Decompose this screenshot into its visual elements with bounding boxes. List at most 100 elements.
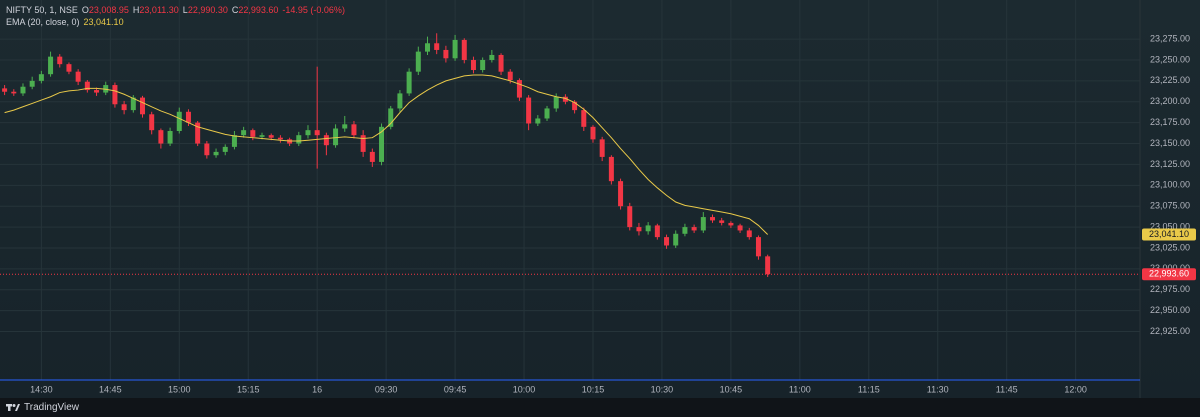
ohlc-value: 22,993.60	[238, 5, 279, 15]
candle-body	[314, 130, 320, 136]
candle-body	[700, 217, 706, 231]
ohlc-value: 23,011.30	[139, 5, 179, 15]
candle-body	[691, 227, 697, 231]
y-tick-label: 23,250.00	[1150, 54, 1190, 64]
y-tick-label: 23,150.00	[1150, 138, 1190, 148]
candle-body	[553, 96, 559, 109]
candle-body	[728, 222, 734, 226]
candle-body	[140, 97, 145, 115]
candle-body	[296, 135, 302, 144]
y-tick-label: 23,175.00	[1150, 117, 1190, 127]
y-tick-label: 22,950.00	[1150, 305, 1190, 315]
candle-body	[682, 227, 688, 234]
candle-body	[185, 111, 191, 123]
candle-body	[66, 64, 72, 72]
candle-body	[241, 130, 247, 136]
candle-body	[636, 227, 642, 232]
candle-body	[195, 122, 201, 144]
candle-body	[222, 146, 228, 152]
candle-body	[535, 118, 541, 124]
candle-body	[11, 91, 17, 94]
candle-body	[664, 237, 670, 246]
candle-body	[268, 135, 274, 138]
y-tick-label: 22,975.00	[1150, 284, 1190, 294]
candle-body	[572, 101, 578, 111]
x-tick-label: 15:15	[237, 384, 260, 394]
candle-body	[231, 135, 237, 147]
y-tick-label: 22,925.00	[1150, 326, 1190, 336]
candle-body	[434, 43, 440, 50]
x-tick-label: 11:45	[996, 384, 1018, 394]
overlay	[0, 74, 1140, 275]
ema-tag	[1142, 228, 1196, 241]
ohlc-key: O	[81, 5, 89, 15]
x-tick-label: 12:00	[1064, 384, 1087, 394]
ema-line	[4, 74, 769, 235]
x-tick-label: 14:30	[30, 384, 53, 394]
x-tick-label: 10:45	[720, 384, 743, 394]
legend: NIFTY 50, 1, NSE O 23,008.95 H 23,011.30 L 22…	[6, 4, 345, 28]
brand: TradingView	[6, 402, 79, 413]
candle-body	[323, 135, 329, 146]
candle-body	[75, 71, 81, 82]
candle-body	[213, 151, 219, 156]
x-tick-label: 10:30	[651, 384, 674, 394]
y-tick-label: 23,075.00	[1150, 201, 1190, 211]
y-tick-label: 23,100.00	[1150, 180, 1190, 190]
candle-body	[608, 156, 614, 182]
candle-body	[710, 217, 715, 221]
candle-body	[204, 143, 210, 156]
x-tick-label: 11:15	[858, 384, 880, 394]
change: -14.95 (-0.06%)	[282, 5, 345, 15]
candle-body	[627, 206, 633, 228]
candle-body	[379, 126, 385, 162]
candle-body	[305, 130, 311, 136]
x-tick-label: 10:15	[582, 384, 605, 394]
candle-body	[176, 111, 182, 132]
candle-body	[388, 108, 394, 127]
candle-body	[507, 71, 513, 81]
candle-body	[38, 74, 44, 81]
candle-body	[259, 135, 265, 137]
candle-body	[599, 139, 605, 157]
candle-body	[544, 108, 550, 119]
candle-body	[461, 39, 467, 60]
candle-body	[360, 135, 366, 152]
candle-body	[48, 56, 54, 75]
candle-body	[84, 81, 90, 91]
candle-body	[158, 130, 164, 144]
last-price-tag	[1142, 268, 1196, 281]
candle-body	[406, 71, 412, 94]
ohlc-values: O 23,008.95 H 23,011.30 L 22,990.30 C 22,993.60	[82, 4, 279, 16]
candle-body	[673, 233, 679, 246]
candle-body	[562, 96, 568, 102]
candle-body	[342, 124, 348, 129]
candle-body	[452, 39, 458, 59]
x-tick-label: 11:30	[927, 384, 949, 394]
x-tick-label: 15:00	[168, 384, 191, 394]
candle-body	[737, 225, 743, 231]
candle-body	[443, 49, 449, 59]
candle-body	[746, 230, 752, 238]
candle-body	[2, 88, 8, 92]
candle-body	[425, 43, 430, 52]
candles	[2, 33, 771, 277]
ema-tag-label: 23,041.10	[1149, 229, 1189, 239]
candle-body	[489, 54, 495, 60]
candle-body	[369, 151, 375, 162]
ohlc-value: 22,990.30	[187, 5, 228, 15]
x-tick-label: 09:30	[375, 384, 398, 394]
candle-body	[645, 225, 651, 232]
candle-body	[94, 90, 100, 93]
x-tick-label: 16	[312, 384, 322, 394]
x-tick-label: 14:45	[99, 384, 122, 394]
axes: 22,925.0022,950.0022,975.0023,000.0023,0…	[30, 33, 1196, 394]
ohlc-item: C 22,993.60	[232, 4, 279, 16]
candle-body	[755, 237, 761, 257]
candle-body	[618, 181, 624, 207]
candle-body	[415, 51, 421, 72]
y-tick-label: 23,025.00	[1150, 242, 1190, 252]
candle-body	[516, 80, 522, 98]
grid	[0, 0, 1140, 380]
